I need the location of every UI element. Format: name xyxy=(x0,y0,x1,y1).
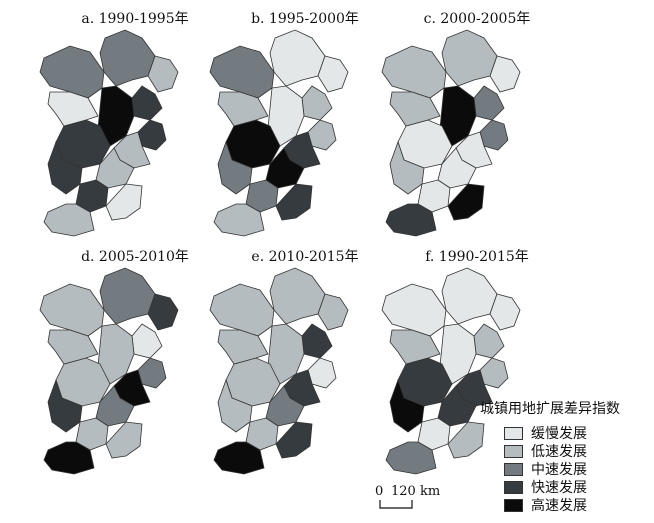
region-8 xyxy=(217,91,269,127)
legend-swatch xyxy=(504,426,523,440)
region-14 xyxy=(105,421,143,459)
region-5 xyxy=(39,283,105,337)
scale-bar: 0 120 km xyxy=(375,484,475,514)
region-11 xyxy=(47,378,83,433)
legend-swatch xyxy=(504,444,523,458)
region-5 xyxy=(381,45,447,99)
legend-label: 缓慢发展 xyxy=(531,426,587,442)
region-1 xyxy=(269,29,326,87)
region-map xyxy=(381,29,521,237)
region-5 xyxy=(39,45,105,99)
legend-label: 中速发展 xyxy=(531,462,587,478)
legend: 城镇用地扩展差异指数 缓慢发展 低速发展 中速发展 快速发展 高速发展 xyxy=(480,398,650,514)
scale-zero: 0 xyxy=(375,484,384,499)
panel-title: f. 1990-2015年 xyxy=(425,249,529,265)
region-11 xyxy=(217,378,253,433)
legend-item: 中速发展 xyxy=(504,460,650,478)
scale-unit: km xyxy=(420,484,441,499)
region-13 xyxy=(43,203,95,237)
region-11 xyxy=(217,140,253,195)
region-map xyxy=(209,29,349,237)
region-1 xyxy=(269,267,326,325)
panel-title: a. 1990-1995年 xyxy=(81,11,189,27)
region-14 xyxy=(447,183,485,221)
legend-item: 缓慢发展 xyxy=(504,424,650,442)
map-panel-d: d. 2005-2010年 xyxy=(30,246,240,476)
region-2 xyxy=(489,293,521,331)
scale-line xyxy=(379,500,413,509)
map-panel-e: e. 2010-2015年 xyxy=(200,246,410,476)
region-11 xyxy=(389,140,425,195)
legend-label: 低速发展 xyxy=(531,444,587,460)
legend-title: 城镇用地扩展差异指数 xyxy=(480,401,620,417)
region-8 xyxy=(389,91,441,127)
region-2 xyxy=(489,55,521,93)
region-map xyxy=(39,29,179,237)
region-13 xyxy=(213,203,265,237)
region-map xyxy=(39,267,179,475)
region-8 xyxy=(47,329,99,365)
region-map xyxy=(381,267,521,475)
region-14 xyxy=(447,421,485,459)
region-13 xyxy=(385,441,437,475)
panel-title: b. 1995-2000年 xyxy=(251,11,359,27)
region-8 xyxy=(217,329,269,365)
legend-label: 快速发展 xyxy=(531,480,587,496)
legend-swatch xyxy=(504,480,523,494)
region-13 xyxy=(213,441,265,475)
map-panel-a: a. 1990-1995年 xyxy=(30,8,240,238)
scale-distance: 120 xyxy=(391,484,416,499)
legend-item: 高速发展 xyxy=(504,496,650,514)
region-map xyxy=(209,267,349,475)
region-13 xyxy=(385,203,437,237)
region-5 xyxy=(381,283,447,337)
panel-title: e. 2010-2015年 xyxy=(251,249,359,265)
legend-item: 低速发展 xyxy=(504,442,650,460)
region-2 xyxy=(317,293,349,331)
region-1 xyxy=(99,267,156,325)
region-14 xyxy=(275,183,313,221)
legend-swatch xyxy=(504,498,523,512)
map-panel-c: c. 2000-2005年 xyxy=(372,8,582,238)
region-1 xyxy=(441,29,498,87)
legend-label: 高速发展 xyxy=(531,498,587,514)
region-14 xyxy=(275,421,313,459)
panel-title: c. 2000-2005年 xyxy=(423,11,531,27)
region-2 xyxy=(147,293,179,331)
panel-title: d. 2005-2010年 xyxy=(81,249,189,265)
region-14 xyxy=(105,183,143,221)
region-5 xyxy=(209,283,275,337)
region-11 xyxy=(47,140,83,195)
region-2 xyxy=(317,55,349,93)
legend-swatch xyxy=(504,462,523,476)
region-5 xyxy=(209,45,275,99)
map-panel-b: b. 1995-2000年 xyxy=(200,8,410,238)
region-13 xyxy=(43,441,95,475)
region-2 xyxy=(147,55,179,93)
map-panel-f: f. 1990-2015年 xyxy=(372,246,582,476)
region-8 xyxy=(47,91,99,127)
legend-item: 快速发展 xyxy=(504,478,650,496)
region-8 xyxy=(389,329,441,365)
region-1 xyxy=(441,267,498,325)
region-1 xyxy=(99,29,156,87)
region-11 xyxy=(389,378,425,433)
